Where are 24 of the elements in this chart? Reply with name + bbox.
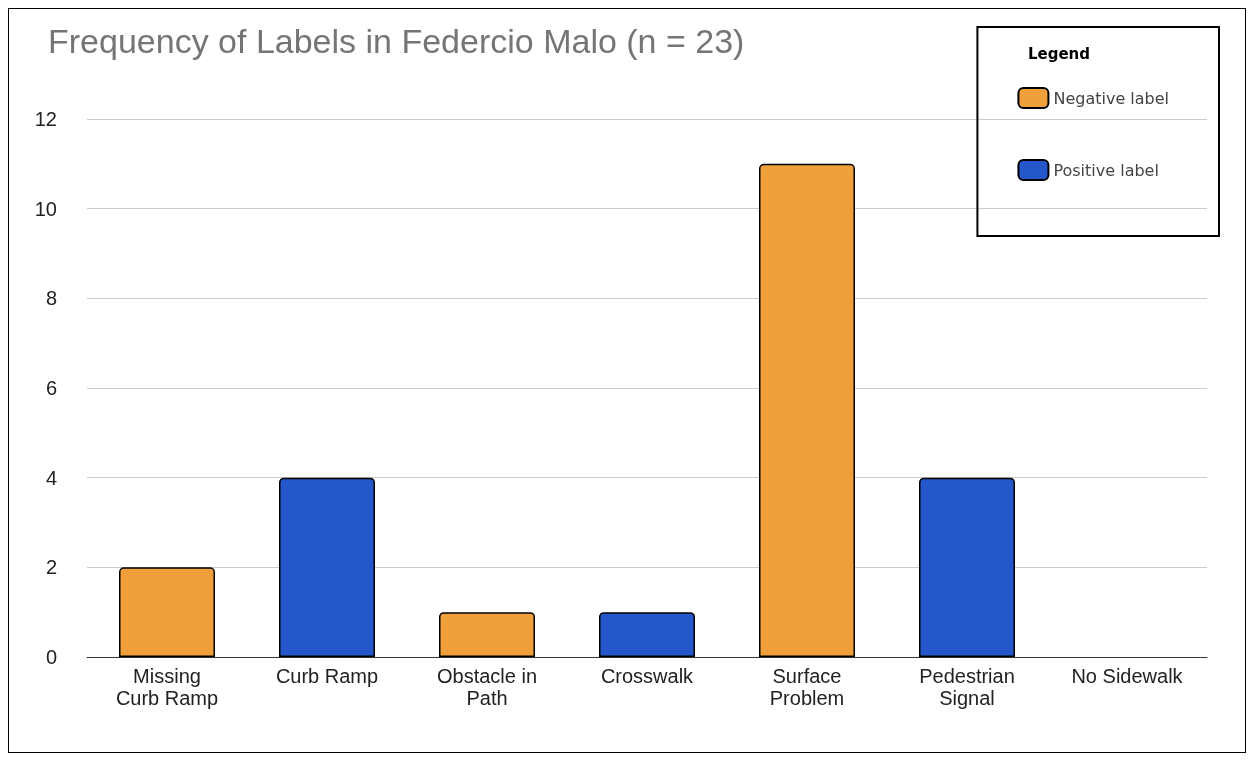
x-tick-label: Obstacle in Path — [436, 665, 538, 709]
y-tick-label: 0 — [45, 646, 57, 668]
bar — [759, 163, 855, 657]
y-tick-label: 6 — [45, 377, 57, 399]
legend-label: Negative label — [1053, 88, 1170, 108]
x-tick-label: Missing Curb Ramp — [115, 665, 219, 709]
y-tick-label: 2 — [45, 556, 57, 579]
y-tick-label: 8 — [45, 287, 57, 310]
y-tick-label: 12 — [34, 108, 57, 130]
bar — [439, 612, 535, 657]
legend-title: Legend — [1027, 44, 1090, 63]
x-tick-label: Crosswalk — [600, 665, 695, 687]
x-tick-label: Curb Ramp — [275, 665, 379, 687]
bar — [279, 477, 375, 657]
legend-label: Positive label — [1053, 160, 1159, 180]
bar — [599, 612, 695, 657]
x-tick-label: No Sidewalk — [1071, 665, 1184, 687]
y-tick-label: 10 — [34, 197, 57, 220]
x-tick-label: Pedestrian Signal — [919, 665, 1015, 709]
bar — [119, 567, 215, 657]
bar — [919, 477, 1015, 657]
chart-title: Frequency of Labels in Federcio Malo (n = 23) — [48, 22, 745, 60]
x-tick-label: Surface Problem — [769, 665, 845, 709]
y-tick-label: 4 — [45, 466, 57, 489]
